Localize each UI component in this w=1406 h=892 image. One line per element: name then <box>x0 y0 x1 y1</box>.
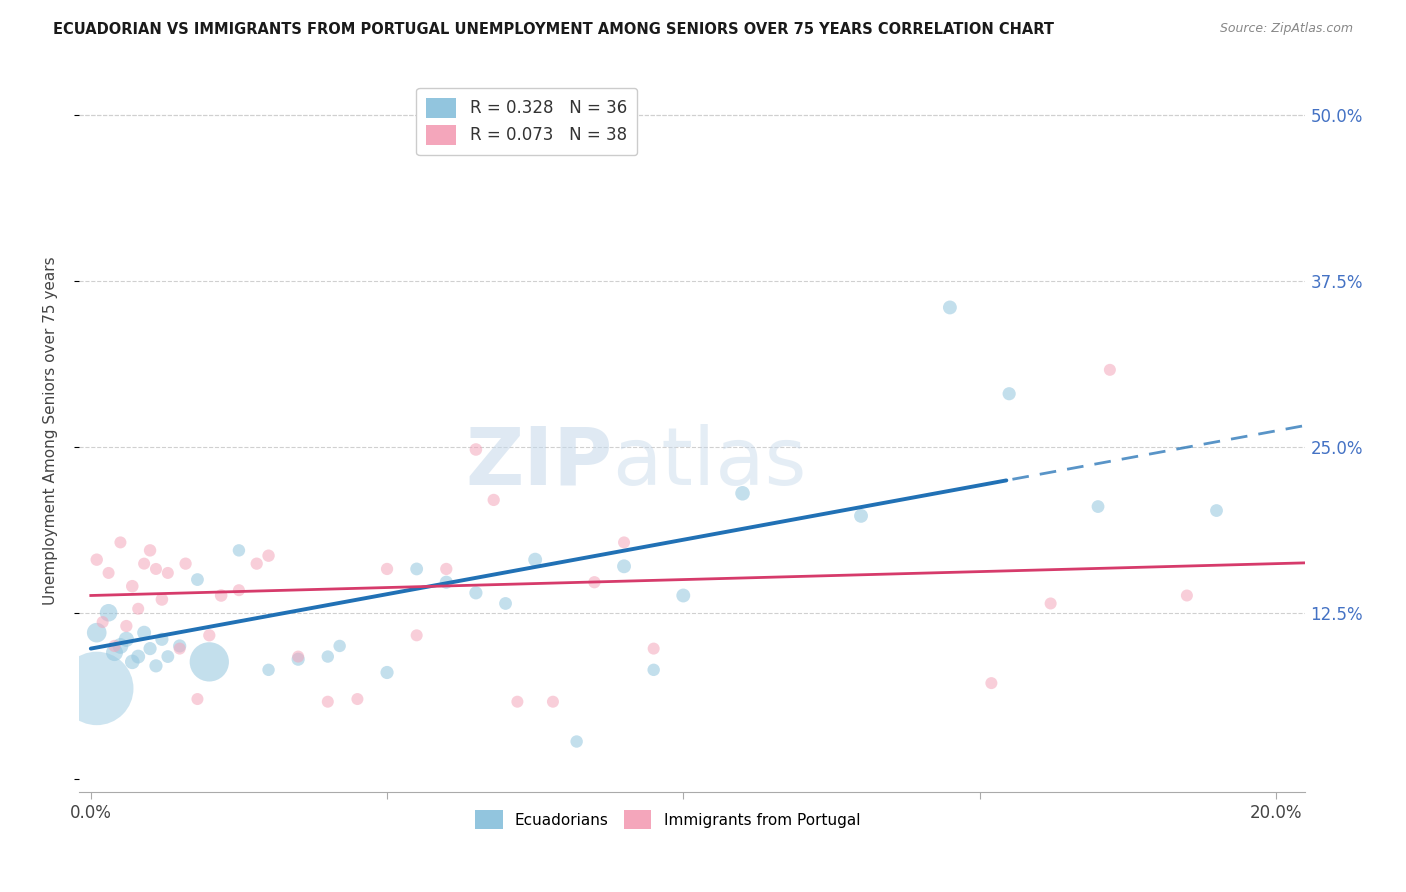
Point <box>434 575 457 590</box>
Point <box>731 486 754 500</box>
Point <box>257 663 280 677</box>
Point <box>643 663 665 677</box>
Point <box>103 646 125 660</box>
Point <box>97 606 120 620</box>
Y-axis label: Unemployment Among Seniors over 75 years: Unemployment Among Seniors over 75 years <box>44 256 58 605</box>
Point <box>103 639 125 653</box>
Point <box>121 579 143 593</box>
Point <box>939 301 962 315</box>
Point <box>156 649 179 664</box>
Point <box>121 655 143 669</box>
Point <box>287 652 309 666</box>
Point <box>174 557 197 571</box>
Point <box>91 615 114 629</box>
Point <box>316 695 339 709</box>
Text: ECUADORIAN VS IMMIGRANTS FROM PORTUGAL UNEMPLOYMENT AMONG SENIORS OVER 75 YEARS : ECUADORIAN VS IMMIGRANTS FROM PORTUGAL U… <box>53 22 1054 37</box>
Point <box>316 649 339 664</box>
Point <box>198 628 221 642</box>
Point <box>613 559 636 574</box>
Point <box>1175 589 1198 603</box>
Point <box>257 549 280 563</box>
Point <box>110 639 132 653</box>
Point <box>145 658 167 673</box>
Point <box>246 557 269 571</box>
Point <box>127 649 149 664</box>
Point <box>115 619 138 633</box>
Point <box>1205 503 1227 517</box>
Point <box>169 641 191 656</box>
Point <box>375 665 398 680</box>
Point <box>97 566 120 580</box>
Point <box>346 692 368 706</box>
Point <box>228 583 250 598</box>
Point <box>1098 363 1121 377</box>
Point <box>150 592 173 607</box>
Point <box>506 695 529 709</box>
Point <box>565 734 588 748</box>
Point <box>613 535 636 549</box>
Point <box>127 601 149 615</box>
Point <box>186 573 208 587</box>
Point <box>134 625 156 640</box>
Point <box>464 586 486 600</box>
Point <box>329 639 352 653</box>
Point <box>134 557 156 571</box>
Point <box>495 597 517 611</box>
Point <box>209 589 232 603</box>
Point <box>145 562 167 576</box>
Point <box>482 492 505 507</box>
Point <box>150 632 173 647</box>
Point <box>156 566 179 580</box>
Point <box>228 543 250 558</box>
Point <box>86 625 108 640</box>
Point <box>1039 597 1062 611</box>
Point <box>139 641 162 656</box>
Point <box>186 692 208 706</box>
Text: ZIP: ZIP <box>465 424 613 502</box>
Point <box>541 695 564 709</box>
Point <box>583 575 606 590</box>
Point <box>169 639 191 653</box>
Point <box>849 508 872 523</box>
Point <box>464 442 486 457</box>
Point <box>86 552 108 566</box>
Point <box>375 562 398 576</box>
Point <box>1087 500 1109 514</box>
Legend: Ecuadorians, Immigrants from Portugal: Ecuadorians, Immigrants from Portugal <box>470 804 866 835</box>
Point <box>405 628 427 642</box>
Point <box>139 543 162 558</box>
Point <box>980 676 1002 690</box>
Point <box>110 535 132 549</box>
Text: atlas: atlas <box>613 424 807 502</box>
Point <box>524 552 547 566</box>
Point <box>115 632 138 647</box>
Point <box>405 562 427 576</box>
Point <box>998 386 1021 401</box>
Point <box>86 681 108 696</box>
Point <box>198 655 221 669</box>
Point <box>643 641 665 656</box>
Point <box>672 589 695 603</box>
Point <box>287 649 309 664</box>
Point <box>434 562 457 576</box>
Text: Source: ZipAtlas.com: Source: ZipAtlas.com <box>1219 22 1353 36</box>
